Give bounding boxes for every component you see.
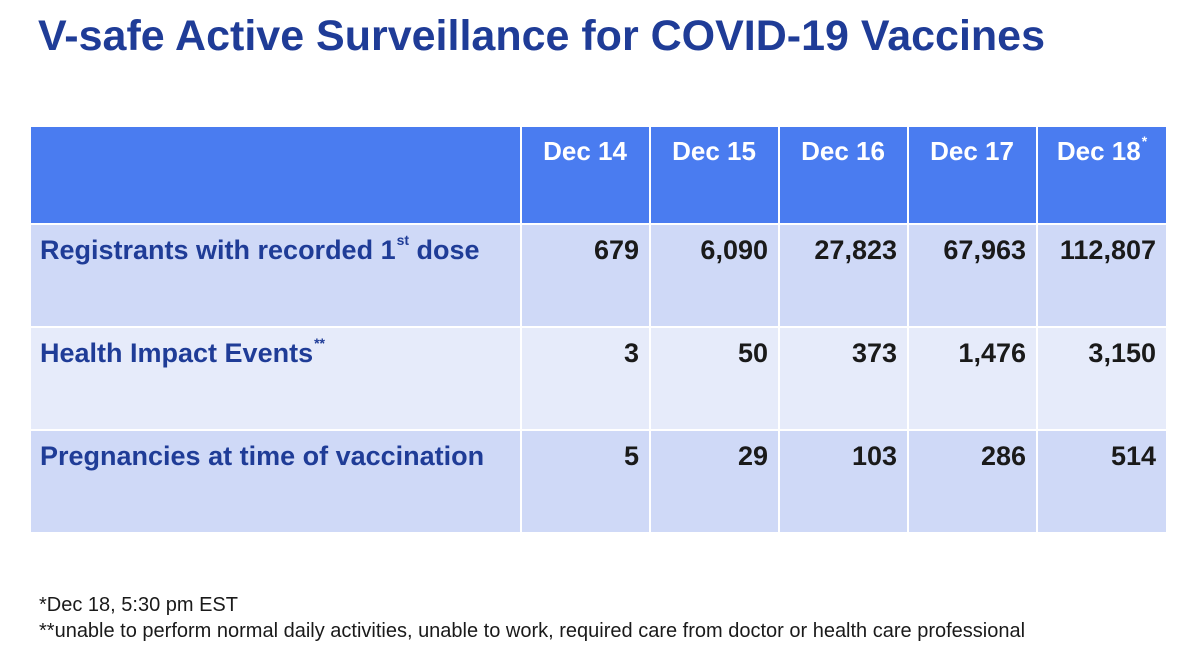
table-cell: 112,807 <box>1036 223 1168 328</box>
table-cell: 6,090 <box>649 223 780 328</box>
header-empty-cell <box>29 125 522 225</box>
table-cell: 514 <box>1036 429 1168 534</box>
footnote-timestamp: *Dec 18, 5:30 pm EST <box>39 594 238 616</box>
page-title: V-safe Active Surveillance for COVID-19 … <box>38 12 1045 60</box>
table-row: Registrants with recorded 1st dose 679 6… <box>29 223 1168 328</box>
column-header: Dec 17 <box>907 125 1038 225</box>
table-cell: 29 <box>649 429 780 534</box>
table-cell: 103 <box>778 429 909 534</box>
column-header: Dec 18* <box>1036 125 1168 225</box>
column-header: Dec 16 <box>778 125 909 225</box>
footnote-definition: **unable to perform normal daily activit… <box>39 620 1026 642</box>
table-cell: 5 <box>520 429 651 534</box>
table-cell: 3,150 <box>1036 326 1168 431</box>
row-label: Health Impact Events** <box>29 326 522 431</box>
table-header-row: Dec 14 Dec 15 Dec 16 Dec 17 Dec 18* <box>29 125 1168 225</box>
table-cell: 27,823 <box>778 223 909 328</box>
table-cell: 50 <box>649 326 780 431</box>
column-header: Dec 15 <box>649 125 780 225</box>
table-cell: 679 <box>520 223 651 328</box>
row-label: Pregnancies at time of vaccination <box>29 429 522 534</box>
table-cell: 67,963 <box>907 223 1038 328</box>
column-header: Dec 14 <box>520 125 651 225</box>
footnotes: *Dec 18, 5:30 pm EST **unable to perform… <box>39 592 1025 644</box>
table-cell: 286 <box>907 429 1038 534</box>
table-cell: 373 <box>778 326 909 431</box>
surveillance-table: Dec 14 Dec 15 Dec 16 Dec 17 Dec 18* Regi… <box>29 125 1168 534</box>
table-row: Health Impact Events** 3 50 373 1,476 3,… <box>29 326 1168 431</box>
table-cell: 3 <box>520 326 651 431</box>
table-cell: 1,476 <box>907 326 1038 431</box>
row-label: Registrants with recorded 1st dose <box>29 223 522 328</box>
table-row: Pregnancies at time of vaccination 5 29 … <box>29 429 1168 534</box>
